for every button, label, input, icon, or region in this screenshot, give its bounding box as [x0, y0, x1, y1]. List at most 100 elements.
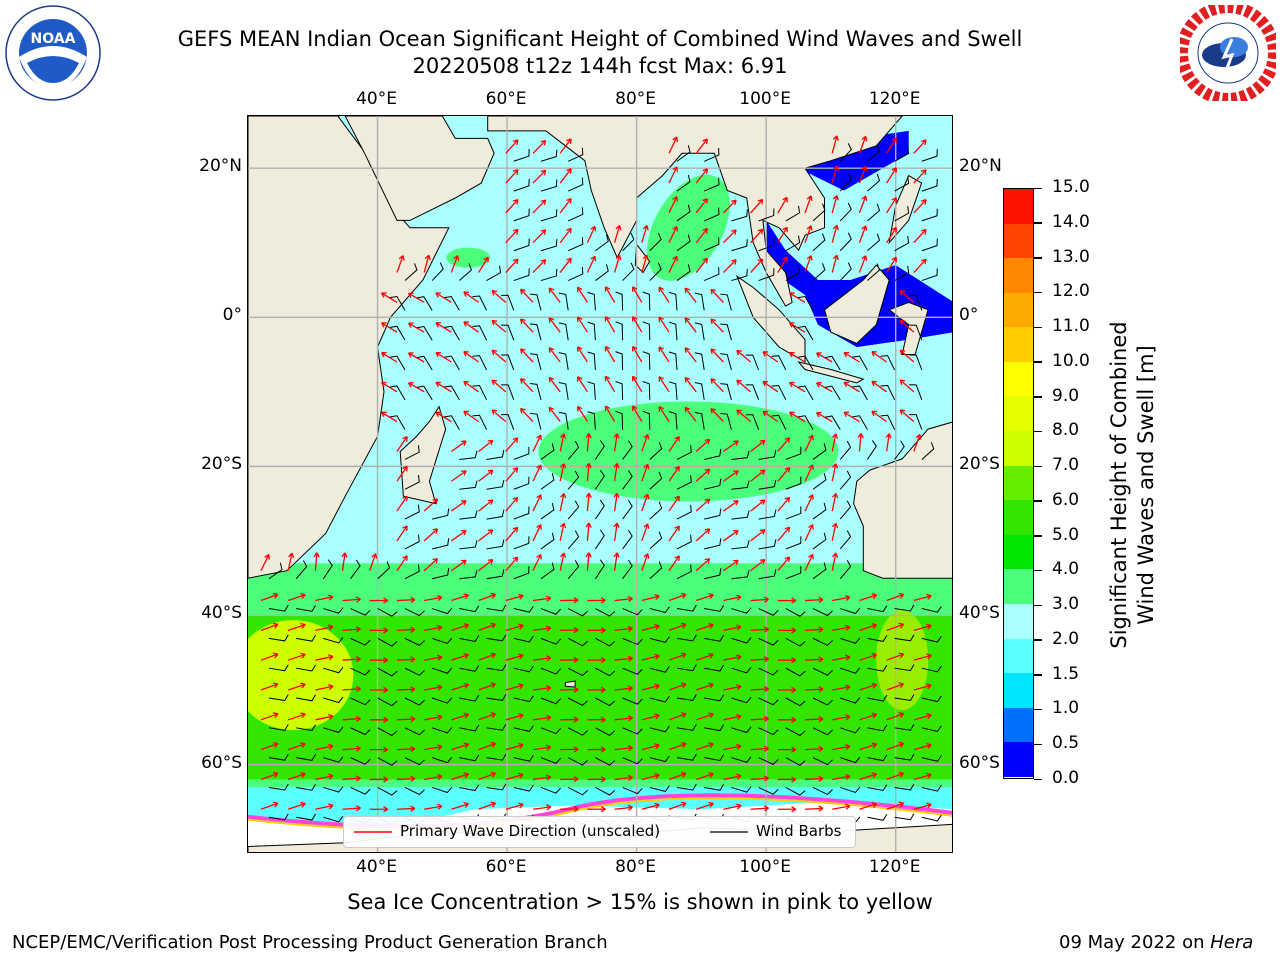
wave-direction-arrow [632, 316, 643, 333]
wind-barb [839, 202, 852, 222]
lat-tick-right: 20°N [959, 156, 1002, 177]
wind-barb [296, 813, 316, 821]
colorbar-tick-mark [1034, 778, 1042, 780]
wave-direction-arrow [696, 802, 714, 810]
wind-barb [668, 321, 678, 341]
wave-arrow-head [435, 381, 442, 388]
colorbar-tick-label: 9.0 [1052, 385, 1080, 406]
wave-arrow-head [763, 685, 769, 693]
wave-direction-arrow [722, 259, 737, 274]
wave-direction-arrow [858, 225, 867, 243]
wave-direction-arrow [641, 714, 660, 721]
wave-direction-arrow [505, 654, 524, 661]
wave-arrow-head [891, 137, 897, 144]
wave-direction-arrow [859, 713, 877, 721]
wave-arrow-head [328, 654, 334, 661]
wave-direction-arrow [315, 745, 334, 751]
wind-barb [812, 443, 827, 460]
wave-direction-arrow [750, 807, 769, 810]
south-central-swell-patch [538, 401, 839, 502]
wind-barb [797, 325, 814, 341]
wind-barb [459, 665, 480, 672]
wave-direction-arrow [886, 623, 904, 631]
wave-direction-arrow [505, 714, 524, 721]
wind-barb [894, 604, 915, 612]
wave-direction-arrow [899, 409, 915, 423]
wave-direction-arrow [423, 254, 430, 273]
wind-barb [867, 605, 888, 613]
wave-arrow-head [702, 168, 708, 174]
wave-arrow-head [808, 434, 814, 441]
wind-barb [867, 814, 888, 821]
wave-arrow-head [915, 433, 922, 440]
wave-direction-arrow [886, 227, 897, 244]
wave-arrow-head [684, 376, 691, 383]
wave-arrow-head [791, 627, 797, 634]
colorbar-segment [1004, 258, 1033, 293]
wave-direction-arrow [695, 528, 711, 542]
wave-direction-arrow [532, 627, 551, 632]
wave-direction-arrow [722, 229, 737, 244]
wave-arrow-head [658, 346, 664, 352]
wind-barb [867, 203, 881, 222]
wave-direction-arrow [858, 166, 867, 184]
wave-direction-arrow [613, 225, 621, 243]
wave-direction-arrow [886, 802, 904, 810]
wave-arrow-head [784, 437, 791, 443]
wave-direction-arrow [613, 552, 618, 571]
wave-direction-arrow [885, 433, 890, 452]
wave-arrow-head [435, 292, 442, 298]
wave-arrow-head [402, 525, 408, 532]
wave-arrow-head [759, 499, 766, 505]
wave-direction-arrow [577, 286, 588, 303]
sumatra-land [735, 274, 806, 363]
wave-direction-arrow [668, 802, 687, 810]
wave-arrow-head [264, 554, 270, 560]
wind-barb [432, 508, 450, 520]
wave-direction-arrow [695, 138, 708, 154]
wave-direction-arrow [451, 713, 469, 721]
wave-arrow-head [684, 406, 691, 413]
wave-direction-arrow [532, 169, 547, 184]
wave-arrow-head [410, 805, 416, 812]
wave-arrow-head [680, 712, 687, 719]
wind-barb [649, 785, 670, 792]
wave-arrow-head [704, 438, 711, 445]
wind-barb [459, 694, 480, 702]
wave-direction-arrow [641, 655, 660, 661]
wave-direction-arrow [423, 558, 438, 572]
wind-barb [513, 238, 530, 252]
lon-tick-top: 120°E [868, 89, 921, 109]
wave-arrow-head [861, 255, 868, 261]
wave-arrow-head [491, 379, 498, 386]
wave-arrow-head [540, 229, 547, 235]
wave-direction-arrow [341, 552, 346, 571]
wave-direction-arrow [396, 495, 408, 512]
wind-barb [785, 727, 806, 737]
wave-arrow-head [733, 440, 739, 446]
wind-barb [558, 381, 569, 400]
wave-arrow-head [791, 716, 797, 723]
wave-arrow-head [613, 463, 620, 469]
wave-direction-arrow [423, 498, 438, 512]
lat-tick-right: 20°S [959, 454, 1000, 475]
wind-barb [501, 384, 515, 400]
wave-arrow-head [548, 287, 555, 294]
wave-direction-arrow [710, 408, 724, 423]
wave-arrow-head [566, 138, 572, 144]
wave-arrow-head [861, 195, 868, 202]
wave-arrow-head [762, 410, 769, 417]
wave-arrow-head [355, 596, 361, 603]
wave-direction-arrow [696, 713, 714, 721]
wave-arrow-head [600, 746, 606, 753]
colorbar-label-line1: Significant Height of Combined [1107, 321, 1131, 649]
wind-barb [323, 666, 344, 674]
wind-barb [812, 203, 826, 222]
wind-barb [867, 635, 888, 642]
wind-barb [587, 381, 596, 400]
colorbar-segment [1004, 396, 1033, 432]
wind-barb [909, 414, 923, 430]
wave-direction-arrow [315, 596, 334, 602]
wave-direction-arrow [613, 463, 618, 482]
footer-host: Hera [1210, 932, 1254, 953]
